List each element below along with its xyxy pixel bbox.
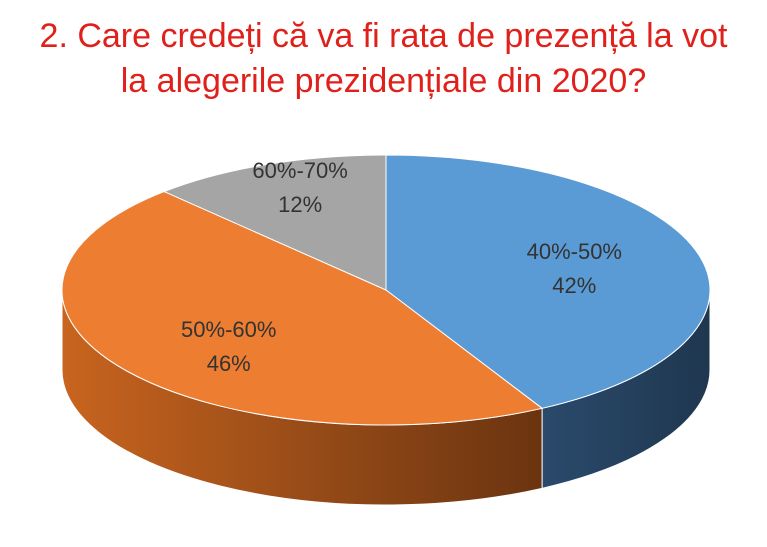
slice-value-label: 42% xyxy=(552,273,596,298)
chart-title-line-2: la alegerile prezidențiale din 2020? xyxy=(120,62,647,100)
slice-value-label: 46% xyxy=(207,351,251,376)
chart-title: 2. Care credeți că va fi rata de prezenț… xyxy=(0,14,767,104)
pie-slice-40%-50% xyxy=(385,154,711,409)
slice-label: 50%-60% xyxy=(181,317,276,342)
slice-label: 40%-50% xyxy=(527,239,622,264)
pie-slice-60%-70% xyxy=(162,154,387,291)
chart-title-line-1: 2. Care credeți că va fi rata de prezenț… xyxy=(39,17,728,55)
slice-value-label: 12% xyxy=(278,192,322,217)
slice-label: 60%-70% xyxy=(252,158,347,183)
pie-slice-50%-60% xyxy=(61,191,544,426)
